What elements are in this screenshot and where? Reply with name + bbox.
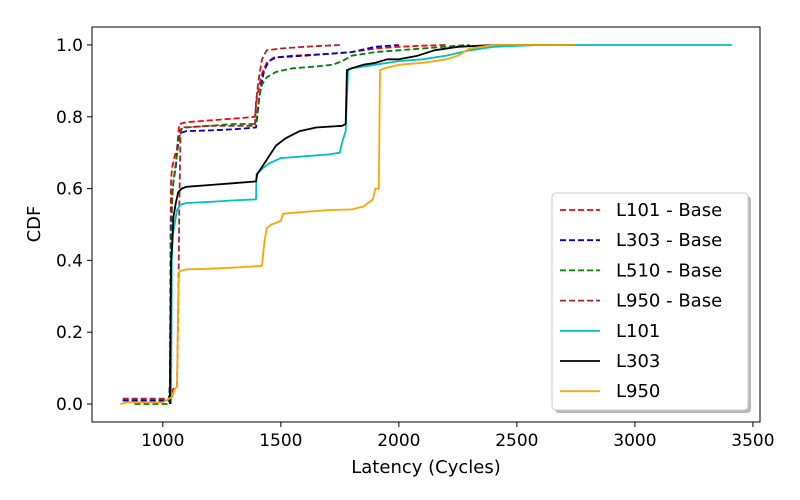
y-axis: 0.0 0.2 0.4 0.6 0.8 1.0 [56,36,92,415]
legend-label: L510 - Base [616,260,722,281]
legend-label: L303 [616,351,660,372]
x-tick-label: 3000 [613,431,656,451]
legend-box [551,192,749,411]
series-line-5 [169,44,576,405]
x-tick-label: 1500 [259,431,302,451]
y-tick-label: 0.4 [56,251,83,271]
x-tick-label: 2000 [377,431,420,451]
x-tick-label: 1000 [141,431,184,451]
y-tick-label: 1.0 [56,36,83,56]
x-tick-label: 2500 [495,431,538,451]
y-tick-label: 0.8 [56,108,83,128]
plot-frame [91,26,761,423]
series-line-2 [134,44,470,405]
x-tick-label: 3500 [731,431,774,451]
x-axis-label: Latency (Cycles) [351,457,500,478]
legend: L101 - Base L303 - Base L510 - Base L950 - … [551,192,751,413]
series-line-6 [120,44,576,405]
legend-label: L950 [616,381,660,402]
legend-label: L950 - Base [616,291,722,312]
series-line-4 [170,44,732,405]
y-axis-label: CDF [24,206,45,243]
x-axis: 1000 1500 2000 2500 3000 3500 [141,422,775,451]
y-tick-label: 0.6 [56,180,83,200]
series-line-3 [122,44,340,400]
y-tick-label: 0.0 [56,395,83,415]
legend-label: L303 - Base [616,230,722,251]
plot-lines [120,44,732,405]
series-line-1 [122,44,399,402]
y-tick-label: 0.2 [56,323,83,343]
legend-label: L101 - Base [616,200,722,221]
legend-label: L101 [616,321,660,342]
